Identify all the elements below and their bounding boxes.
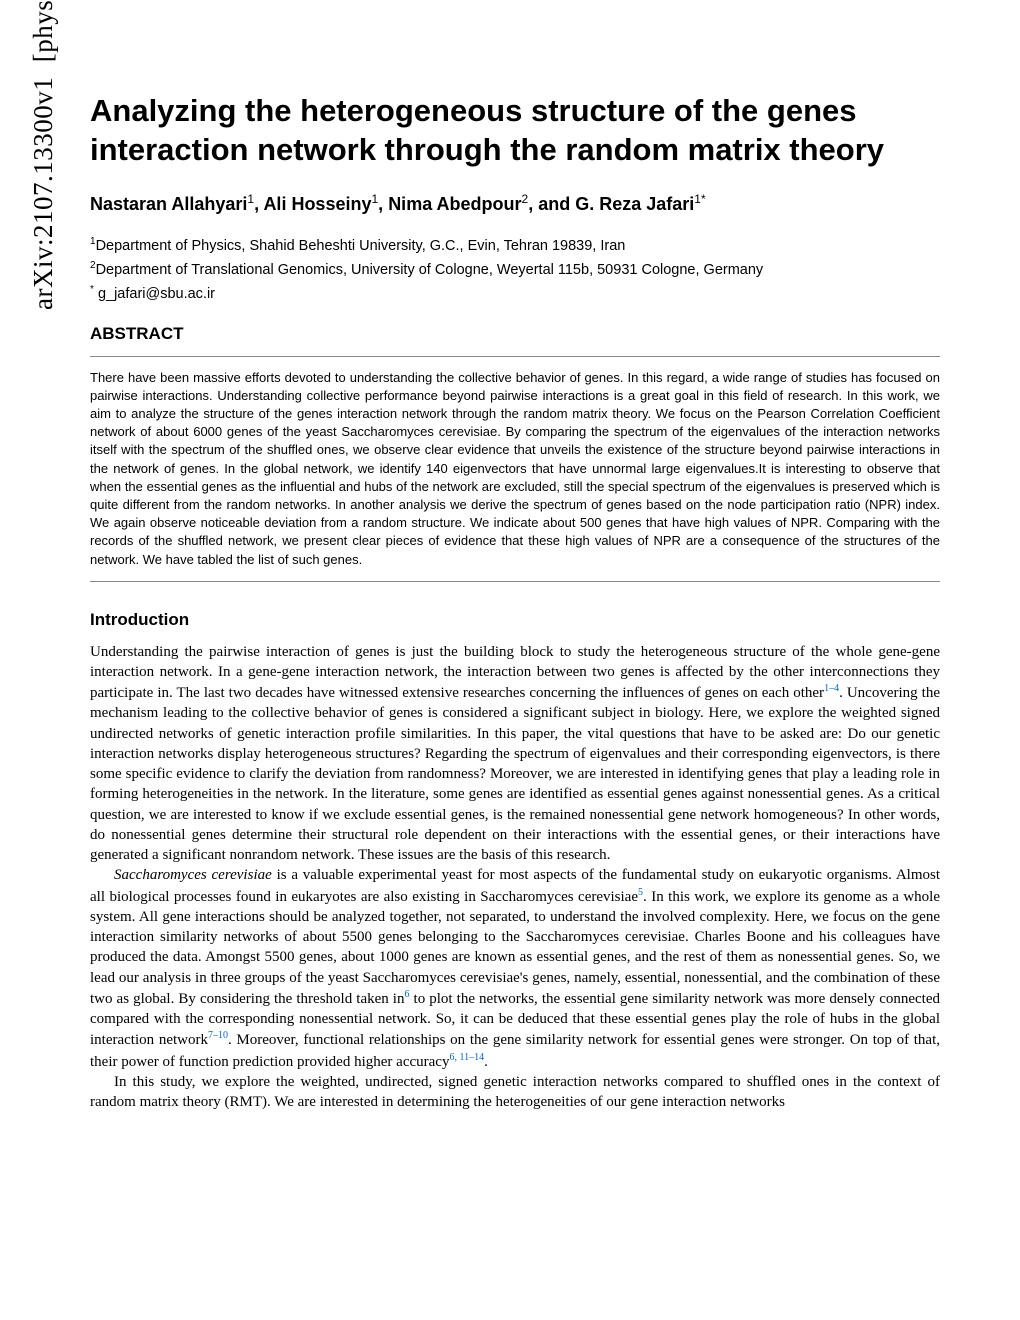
arxiv-identifier: arXiv:2107.13300v1 [physics.bio-ph] 28 J… bbox=[28, 0, 59, 310]
introduction-heading: Introduction bbox=[90, 610, 940, 630]
intro-para-1: Understanding the pairwise interaction o… bbox=[90, 642, 940, 866]
intro-para-3: In this study, we explore the weighted, … bbox=[90, 1072, 940, 1113]
author-3-sup: 2 bbox=[522, 192, 529, 206]
arxiv-category: [physics.bio-ph] bbox=[28, 0, 58, 62]
corresponding-email: * g_jafari@sbu.ac.ir bbox=[90, 284, 940, 302]
authors-line: Nastaran Allahyari1, Ali Hosseiny1, Nima… bbox=[90, 192, 940, 215]
abstract-box: There have been massive efforts devoted … bbox=[90, 356, 940, 582]
paper-content: Analyzing the heterogeneous structure of… bbox=[0, 0, 1020, 1112]
citation-6-11-14[interactable]: 6, 11–14 bbox=[449, 1052, 484, 1063]
abstract-text: There have been massive efforts devoted … bbox=[90, 369, 940, 569]
email-sup: * bbox=[90, 284, 94, 295]
abstract-heading: ABSTRACT bbox=[90, 324, 940, 344]
author-1: Nastaran Allahyari bbox=[90, 194, 247, 214]
arxiv-id: arXiv:2107.13300v1 bbox=[28, 77, 58, 310]
author-2: Ali Hosseiny bbox=[263, 194, 371, 214]
species-name: Saccharomyces cerevisiae bbox=[114, 867, 272, 883]
paper-title: Analyzing the heterogeneous structure of… bbox=[90, 92, 940, 170]
affiliation-1: 1Department of Physics, Shahid Beheshti … bbox=[90, 235, 940, 256]
aff1-text: Department of Physics, Shahid Beheshti U… bbox=[96, 237, 626, 253]
aff2-text: Department of Translational Genomics, Un… bbox=[96, 262, 764, 278]
email-text: g_jafari@sbu.ac.ir bbox=[98, 286, 215, 302]
citation-1-4[interactable]: 1–4 bbox=[824, 683, 839, 694]
author-1-sup: 1 bbox=[247, 192, 254, 206]
author-3: Nima Abedpour bbox=[388, 194, 521, 214]
intro-para-2: Saccharomyces cerevisiae is a valuable e… bbox=[90, 865, 940, 1072]
author-4: G. Reza Jafari bbox=[575, 194, 694, 214]
affiliation-2: 2Department of Translational Genomics, U… bbox=[90, 259, 940, 280]
introduction-body: Understanding the pairwise interaction o… bbox=[90, 642, 940, 1113]
citation-7-10[interactable]: 7–10 bbox=[208, 1030, 228, 1041]
author-2-sup: 1 bbox=[371, 192, 378, 206]
author-4-sup: 1* bbox=[694, 192, 705, 206]
